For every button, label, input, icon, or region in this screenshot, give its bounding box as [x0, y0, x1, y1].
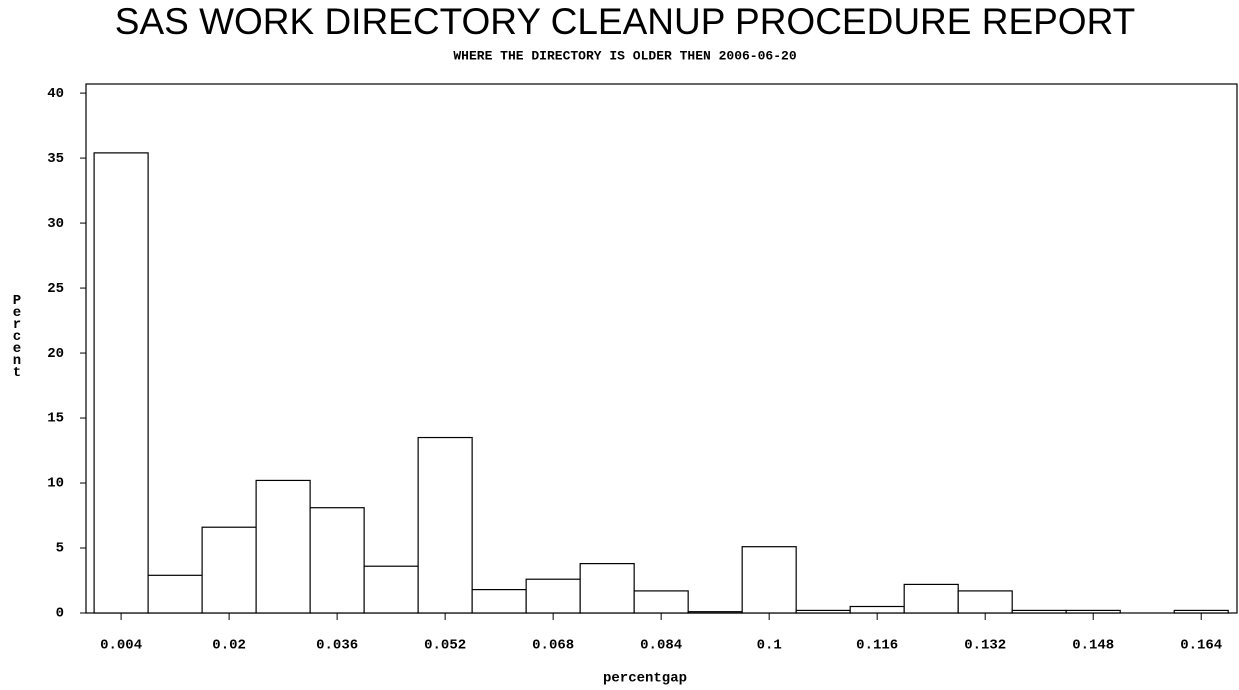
bar — [471, 589, 527, 614]
x-tick-label: 0.148 — [1072, 638, 1114, 654]
y-axis-label: Percent — [9, 293, 25, 377]
bar — [255, 479, 311, 614]
bar — [579, 563, 635, 614]
chart-title: SAS WORK DIRECTORY CLEANUP PROCEDURE REP… — [115, 1, 1135, 42]
bar — [687, 611, 743, 614]
bar — [633, 590, 689, 614]
bar — [1065, 609, 1121, 614]
x-tick-label: 0.116 — [856, 638, 898, 654]
bar — [849, 605, 905, 614]
y-tick-label: 40 — [47, 86, 64, 102]
x-tick-label: 0.132 — [964, 638, 1006, 654]
bar — [525, 578, 581, 614]
x-tick-label: 0.004 — [100, 638, 142, 654]
y-tick-label: 30 — [47, 216, 64, 232]
x-axis-label: percentgap — [603, 671, 687, 687]
chart-subtitle: WHERE THE DIRECTORY IS OLDER THEN 2006-0… — [453, 48, 796, 63]
bar — [957, 590, 1013, 614]
x-tick-label: 0.1 — [757, 638, 782, 654]
x-tick-label: 0.164 — [1180, 638, 1222, 654]
bar — [741, 546, 797, 614]
y-tick-label: 25 — [47, 281, 64, 297]
bar — [363, 565, 419, 614]
bar — [795, 609, 851, 614]
bar — [93, 152, 149, 614]
x-tick-label: 0.068 — [532, 638, 574, 654]
bar — [1011, 609, 1067, 614]
bar — [903, 583, 959, 614]
bar — [1173, 609, 1229, 614]
bar — [201, 526, 257, 614]
x-tick-label: 0.036 — [316, 638, 358, 654]
y-tick-label: 15 — [47, 411, 64, 427]
y-tick-label: 35 — [47, 151, 64, 167]
bar — [309, 507, 365, 614]
y-tick-label: 0 — [56, 606, 64, 622]
y-tick-label: 20 — [47, 346, 64, 362]
bar — [417, 436, 473, 614]
x-tick-label: 0.052 — [424, 638, 466, 654]
x-tick-label: 0.084 — [640, 638, 682, 654]
y-tick-label: 5 — [56, 541, 64, 557]
y-tick-label: 10 — [47, 476, 64, 492]
bar — [147, 574, 203, 614]
x-tick-label: 0.02 — [212, 638, 246, 654]
